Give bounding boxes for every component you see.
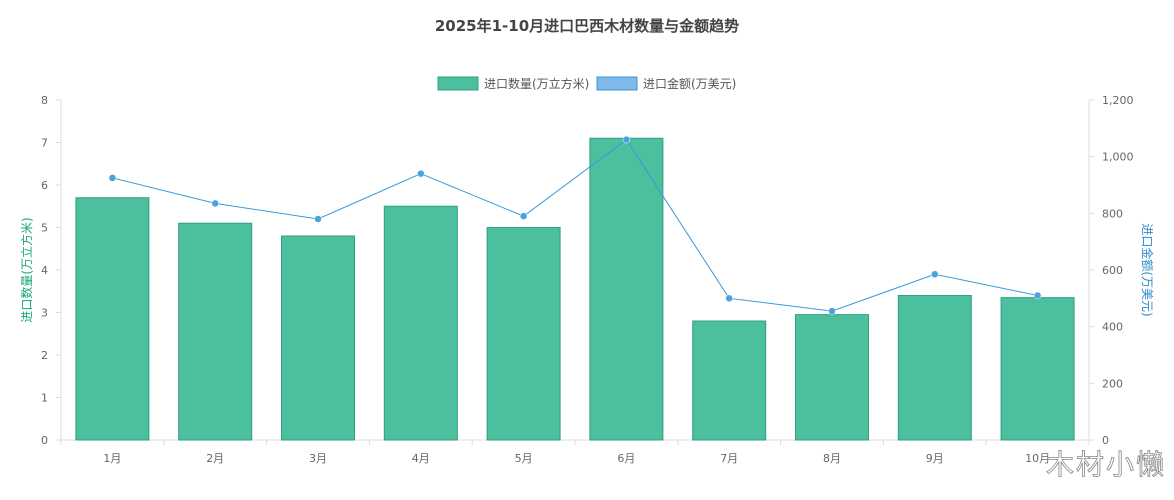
y-left-tick-label: 0 [41,434,48,447]
x-tick-label: 8月 [823,452,841,465]
y-right-tick-label: 1,200 [1102,94,1134,107]
y-axis-left-title: 进口数量(万立方米) [19,217,34,322]
point-amount [931,270,939,278]
point-amount [725,294,733,303]
point-amount [108,174,117,182]
legend-item-quantity[interactable]: 进口数量(万立方米) [437,76,589,91]
chart-title: 2025年1-10月进口巴西木材数量与金额趋势 [435,17,739,35]
point-amount [314,215,322,223]
point-amount [622,135,631,144]
y-right-tick-label: 1,000 [1102,151,1134,164]
y-left-tick-label: 7 [41,137,48,150]
bar-quantity [281,235,355,441]
y-right-tick-label: 0 [1102,434,1109,447]
x-tick-label: 2月 [206,452,224,465]
point-amount [519,212,528,220]
bar-quantity [486,227,561,441]
bar-quantity [897,295,972,441]
x-tick-label: 3月 [309,452,327,465]
y-left-tick-label: 6 [41,179,48,192]
y-left-tick-label: 5 [41,222,48,235]
bar-quantity [589,137,664,441]
bar-quantity [178,222,253,441]
y-right-tick-label: 600 [1102,264,1123,277]
x-tick-label: 1月 [103,452,121,465]
bar-quantity [383,205,458,441]
point-amount [211,199,219,208]
y-axis-right-title: 进口金额(万美元) [1140,223,1155,316]
y-right-tick-label: 800 [1102,207,1123,220]
legend-label-quantity: 进口数量(万立方米) [484,76,589,91]
legend-swatch-amount [596,76,638,91]
legend-swatch-quantity [437,76,479,91]
legend: 进口数量(万立方米) 进口金额(万美元) [437,76,736,91]
bar-quantity [75,197,150,441]
point-amount [1033,291,1042,300]
x-tick-label: 6月 [617,452,635,465]
x-tick-label: 5月 [515,452,533,465]
bar-quantity [1000,297,1075,441]
x-tick-label: 9月 [926,452,944,465]
bar-quantity [795,314,869,441]
watermark: 木材小懒 [1046,448,1166,481]
y-left-tick-label: 3 [41,307,48,320]
x-tick-label: 10月 [1025,452,1050,465]
x-tick-label: 7月 [720,452,738,465]
y-left-tick-label: 4 [41,264,48,277]
legend-label-amount: 进口金额(万美元) [643,76,736,91]
bar-quantity [692,320,767,441]
y-left-tick-label: 2 [41,349,48,362]
line-amount [112,138,1038,312]
x-tick-label: 4月 [412,452,430,465]
y-right-tick-label: 200 [1102,377,1123,390]
plot-layer: 0 1 2 3 4 5 6 7 8 0 200 400 600 800 1,000 1,200 1月 2月 3月 4月… [41,94,1134,465]
y-right-tick-label: 400 [1102,321,1123,334]
point-amount [828,307,836,315]
point-amount [417,169,425,178]
legend-item-amount[interactable]: 进口金额(万美元) [596,76,736,91]
y-left-tick-label: 1 [41,392,48,405]
y-left-tick-label: 8 [41,94,48,107]
